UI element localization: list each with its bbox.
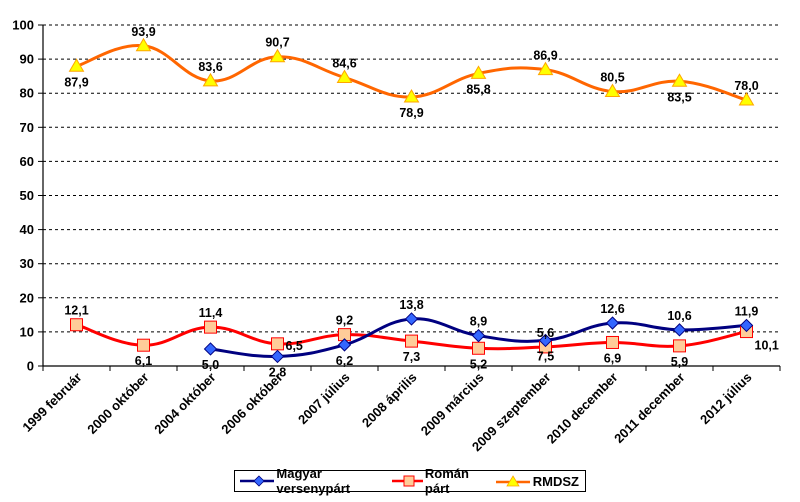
data-label-magyar: 7,5 <box>537 349 554 363</box>
data-label-rmdsz: 78,0 <box>734 79 758 93</box>
data-label-magyar: 8,9 <box>470 315 487 329</box>
marker-square-roman <box>137 338 150 352</box>
marker-triangle-rmdsz <box>135 37 152 52</box>
marker-diamond-magyar <box>739 318 754 333</box>
x-tick-label: 2009 március <box>418 370 487 439</box>
data-label-roman: 9,2 <box>336 314 353 328</box>
legend: Magyar versenypárt Román párt RMDSZ <box>234 466 586 496</box>
marker-square-roman <box>606 335 619 349</box>
marker-diamond-magyar <box>672 323 687 337</box>
data-label-rmdsz: 86,9 <box>533 49 557 63</box>
data-label-roman: 5,6 <box>537 326 554 340</box>
legend-item-roman: Román párt <box>391 466 489 496</box>
marker-triangle-rmdsz <box>68 58 85 72</box>
y-tick-label: 10 <box>20 324 34 339</box>
marker-square-roman <box>204 320 217 334</box>
marker-diamond-magyar <box>203 342 218 356</box>
marker-triangle-rmdsz <box>403 88 420 103</box>
data-label-magyar: 2,8 <box>269 365 286 379</box>
data-label-rmdsz: 78,9 <box>399 106 423 120</box>
marker-square-roman <box>70 318 83 332</box>
x-tick-label: 2006 október <box>218 370 285 437</box>
gridlines <box>43 24 780 333</box>
data-label-magyar: 10,6 <box>667 309 691 323</box>
data-label-rmdsz: 83,6 <box>198 60 222 74</box>
data-label-magyar: 5,0 <box>202 358 219 372</box>
legend-label: Román párt <box>424 466 469 496</box>
data-label-rmdsz: 85,8 <box>466 82 490 96</box>
marker-diamond-magyar <box>404 312 419 326</box>
data-label-roman: 10,1 <box>755 339 779 353</box>
x-tick-label: 2004 október <box>151 370 218 437</box>
legend-swatch-diamond-icon <box>240 475 275 487</box>
legend-item-magyar: Magyar versenypárt <box>239 466 385 496</box>
y-tick-label: 20 <box>20 290 34 305</box>
y-tick-label: 50 <box>20 188 34 203</box>
legend-swatch-square-icon <box>392 475 423 487</box>
data-label-rmdsz: 80,5 <box>600 70 624 84</box>
marker-diamond-magyar <box>337 338 352 352</box>
marker-diamond-magyar <box>538 333 553 348</box>
data-label-magyar: 11,9 <box>735 304 759 318</box>
x-axis-ticks: 1999 február 2000 október 2004 október 2006… <box>19 366 781 454</box>
data-label-magyar: 13,8 <box>399 298 423 312</box>
data-label-rmdsz: 90,7 <box>265 36 289 50</box>
data-label-roman: 6,5 <box>286 339 303 353</box>
marker-diamond-magyar <box>270 349 285 364</box>
marker-triangle-rmdsz <box>537 61 554 76</box>
series-markers <box>68 37 755 364</box>
marker-square-roman <box>472 341 485 355</box>
x-tick-label: 1999 február <box>19 370 84 435</box>
data-label-rmdsz: 84,6 <box>332 57 356 71</box>
data-label-roman: 7,3 <box>403 350 420 364</box>
marker-triangle-rmdsz <box>470 65 487 79</box>
x-tick-label: 2008 április <box>359 370 420 431</box>
legend-label: Magyar versenypárt <box>276 466 351 496</box>
data-label-rmdsz: 87,9 <box>64 75 88 89</box>
legend-item-rmdsz: RMDSZ <box>495 474 579 489</box>
marker-triangle-rmdsz <box>336 69 353 84</box>
marker-square-roman <box>673 339 686 353</box>
data-label-magyar: 6,2 <box>336 354 353 368</box>
y-tick-label: 30 <box>20 256 34 271</box>
marker-square-roman <box>271 337 284 351</box>
data-label-roman: 6,1 <box>135 354 152 368</box>
data-label-roman: 12,1 <box>64 304 88 318</box>
marker-triangle-rmdsz <box>202 72 219 87</box>
marker-triangle-rmdsz <box>671 73 688 87</box>
marker-triangle-rmdsz <box>738 92 755 106</box>
x-tick-label: 2011 december <box>611 370 688 447</box>
legend-swatch-triangle-icon <box>495 475 530 487</box>
data-label-rmdsz: 83,5 <box>667 90 691 104</box>
marker-triangle-rmdsz <box>269 48 286 63</box>
y-tick-label: 80 <box>20 86 34 101</box>
marker-diamond-magyar <box>605 316 620 330</box>
data-label-roman: 5,2 <box>470 357 487 371</box>
data-label-rmdsz: 93,9 <box>131 25 155 39</box>
y-tick-label: 60 <box>20 154 34 169</box>
marker-square-roman <box>405 334 418 348</box>
x-tick-label: 2012 július <box>697 370 755 428</box>
y-tick-label: 90 <box>20 52 34 67</box>
marker-triangle-rmdsz <box>604 83 621 97</box>
x-tick-label: 2010 december <box>544 370 621 447</box>
y-tick-label: 40 <box>20 222 34 237</box>
y-axis-ticks: 0 10 20 30 40 50 60 70 80 90 100 <box>12 18 43 374</box>
data-labels: 87,9 93,9 83,6 90,7 84,6 78,9 85,8 86,9 80,5 83,5… <box>64 25 779 380</box>
x-tick-label: 2000 október <box>84 370 151 437</box>
data-label-roman: 6,9 <box>604 351 621 365</box>
y-tick-label: 100 <box>12 18 34 33</box>
marker-diamond-magyar <box>471 328 486 343</box>
x-tick-label: 2007 július <box>295 370 353 428</box>
data-label-roman: 11,4 <box>199 306 223 320</box>
y-tick-label: 0 <box>27 359 34 374</box>
data-label-roman: 5,9 <box>671 355 688 369</box>
data-label-magyar: 12,6 <box>600 302 624 316</box>
legend-label: RMDSZ <box>532 473 579 489</box>
y-tick-label: 70 <box>20 120 34 135</box>
